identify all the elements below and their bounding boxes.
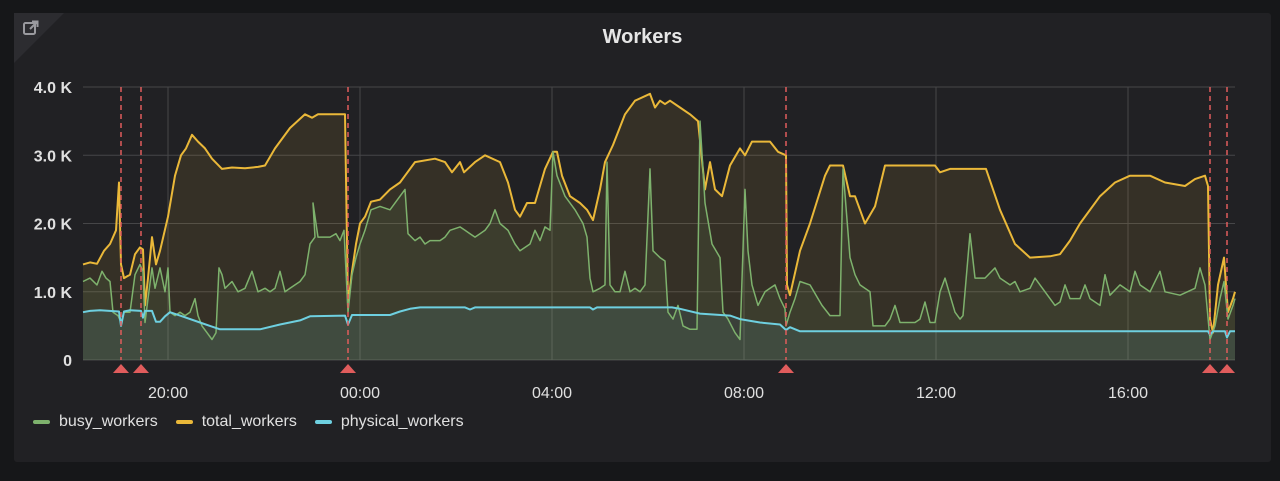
total-workers-area [83,93,1235,361]
legend-label: total_workers [201,413,297,430]
legend-swatch [314,420,332,424]
annotation-marker-icon[interactable] [1219,364,1235,373]
x-tick-label: 16:00 [1108,385,1148,402]
legend-swatch [175,420,193,424]
x-tick-label: 00:00 [340,385,380,402]
annotation-marker-icon[interactable] [1202,364,1218,373]
legend-item-total-workers[interactable]: total_workers [175,413,297,431]
physical-workers-area [83,307,1235,360]
y-tick-label: 4.0 K [34,80,73,97]
x-axis: 20:00 00:00 04:00 08:00 12:00 16:00 [148,385,1148,402]
legend-item-physical-workers[interactable]: physical_workers [314,413,464,431]
annotation-marker-icon[interactable] [778,364,794,373]
chart-lines [82,92,1236,341]
legend-label: physical_workers [340,413,464,430]
legend-label: busy_workers [59,413,158,430]
x-tick-label: 08:00 [724,385,764,402]
y-tick-label: 0 [63,353,72,370]
busy-workers-area [83,121,1235,360]
workers-chart[interactable]: 0 1.0 K 2.0 K 3.0 K 4.0 K 20:00 00:00 04:00 08:… [0,0,1280,410]
y-tick-label: 2.0 K [34,217,73,234]
panel-title[interactable]: Workers [602,26,683,48]
x-tick-label: 04:00 [532,385,572,402]
x-tick-label: 12:00 [916,385,956,402]
chart-areas [83,93,1235,361]
legend-swatch [33,420,50,424]
chart-legend: busy_workers total_workers physical_work… [33,413,464,431]
annotation-marker-icon[interactable] [133,364,149,373]
workers-panel: Workers [14,13,1271,462]
annotation-marker-icon[interactable] [113,364,129,373]
y-tick-label: 3.0 K [34,148,73,165]
chart-annotations [113,87,1235,373]
busy-workers-line[interactable] [82,120,1236,341]
physical-workers-line[interactable] [82,306,1235,339]
panel-corner [14,13,64,63]
y-axis: 0 1.0 K 2.0 K 3.0 K 4.0 K [34,80,73,370]
legend-item-busy-workers[interactable]: busy_workers [33,413,158,431]
y-tick-label: 1.0 K [34,285,73,302]
total-workers-line[interactable] [82,92,1236,334]
annotation-marker-icon[interactable] [340,364,356,373]
x-tick-label: 20:00 [148,385,188,402]
external-link-icon[interactable] [22,19,40,37]
